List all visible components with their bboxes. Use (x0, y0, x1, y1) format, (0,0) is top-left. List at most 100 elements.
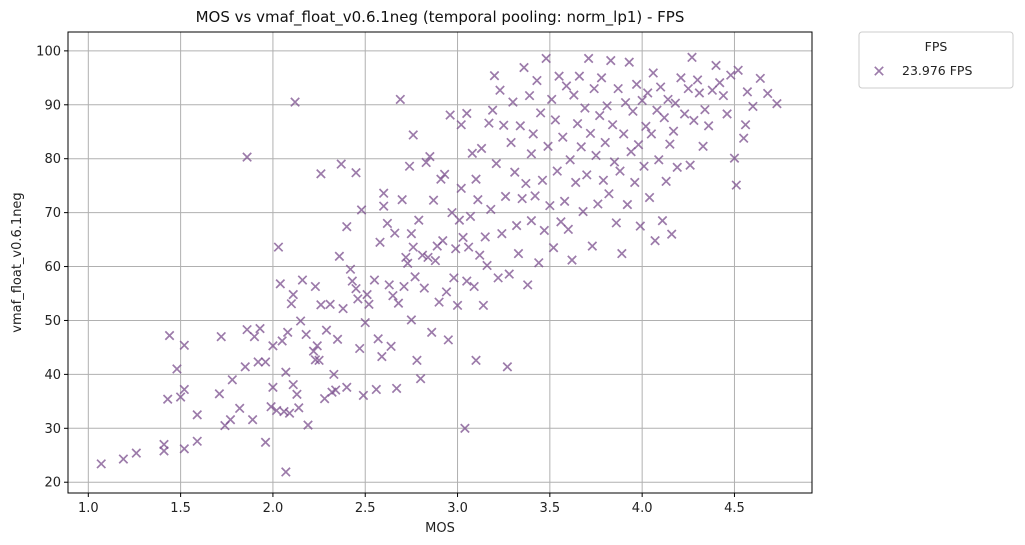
data-point (489, 70, 500, 81)
data-point (504, 269, 515, 279)
data-point (683, 83, 694, 94)
data-point (419, 283, 430, 293)
data-point (397, 194, 407, 205)
data-point (659, 112, 670, 123)
data-point (428, 195, 439, 206)
data-point (260, 437, 271, 448)
data-point (653, 154, 664, 165)
data-point (295, 316, 306, 326)
data-point (334, 251, 345, 262)
data-point (395, 94, 406, 105)
data-point (561, 81, 572, 91)
data-point (456, 183, 467, 194)
data-point (676, 73, 686, 83)
data-point (718, 90, 729, 101)
data-point (559, 196, 570, 207)
data-point (685, 160, 695, 170)
data-point (626, 146, 636, 157)
data-point (738, 133, 749, 144)
data-point (332, 334, 343, 345)
legend: FPS 23.976 FPS (858, 31, 1014, 89)
data-point (511, 220, 522, 231)
data-point (563, 224, 574, 235)
data-point (408, 130, 419, 140)
data-point (360, 317, 371, 328)
data-point (373, 333, 383, 344)
data-point (471, 355, 481, 366)
data-point (290, 97, 300, 107)
data-point (369, 275, 380, 285)
data-point (384, 280, 395, 290)
data-point (532, 75, 542, 86)
data-point (401, 252, 411, 263)
data-point (513, 248, 524, 259)
data-point (445, 110, 455, 120)
data-point (609, 157, 620, 167)
data-point (415, 373, 426, 384)
data-point (528, 129, 539, 139)
data-point (602, 101, 612, 111)
data-point (644, 192, 655, 203)
data-point (692, 75, 703, 85)
data-point (356, 205, 367, 215)
data-point (628, 106, 638, 117)
data-point (663, 94, 673, 105)
data-point (437, 235, 448, 246)
data-point (439, 169, 450, 180)
data-point (556, 216, 566, 227)
data-point (382, 218, 393, 229)
data-point (576, 142, 587, 152)
x-axis-label: MOS (425, 521, 455, 536)
data-point (772, 98, 782, 109)
legend-marker-x-icon (874, 66, 884, 76)
data-point (605, 55, 616, 66)
data-point (495, 85, 505, 96)
data-point (672, 162, 683, 173)
data-point (668, 126, 679, 137)
data-point (722, 109, 732, 119)
chart-title: MOS vs vmaf_float_v0.6.1neg (temporal po… (196, 8, 685, 27)
data-point (742, 87, 753, 97)
data-point (585, 128, 596, 139)
data-point (292, 389, 302, 400)
data-point (517, 193, 527, 204)
data-point (469, 281, 479, 292)
y-axis-label: vmaf_float_v0.6.1neg (10, 192, 25, 332)
data-point (268, 341, 278, 351)
data-point (498, 120, 509, 131)
data-point (378, 201, 389, 211)
legend-title: FPS (925, 39, 948, 54)
data-point (694, 88, 705, 98)
data-point (526, 149, 537, 159)
data-point (543, 141, 553, 152)
data-point (301, 329, 311, 340)
data-point (598, 175, 609, 186)
data-point (748, 101, 758, 112)
data-point (391, 383, 402, 394)
data-point (733, 65, 743, 76)
data-point (581, 170, 592, 180)
data-point (652, 105, 662, 115)
data-point (388, 290, 398, 301)
data-point (509, 167, 520, 177)
data-point (545, 200, 555, 211)
data-point (266, 401, 276, 412)
data-point (164, 330, 175, 341)
legend-entry-label: 23.976 FPS (902, 63, 972, 78)
data-point (412, 355, 422, 366)
data-point (389, 228, 400, 238)
data-point (410, 271, 420, 282)
data-point (591, 150, 601, 161)
data-point (330, 385, 341, 395)
data-point (497, 228, 507, 239)
data-point (284, 408, 295, 419)
data-point (526, 215, 537, 226)
data-point (740, 119, 751, 130)
y-tick-label: 90 (44, 98, 61, 113)
y-tick-label: 20 (44, 476, 61, 491)
data-point (214, 388, 225, 399)
data-point (452, 300, 463, 311)
data-point (172, 364, 182, 374)
y-tick-label: 50 (44, 314, 61, 329)
data-point (96, 459, 107, 469)
